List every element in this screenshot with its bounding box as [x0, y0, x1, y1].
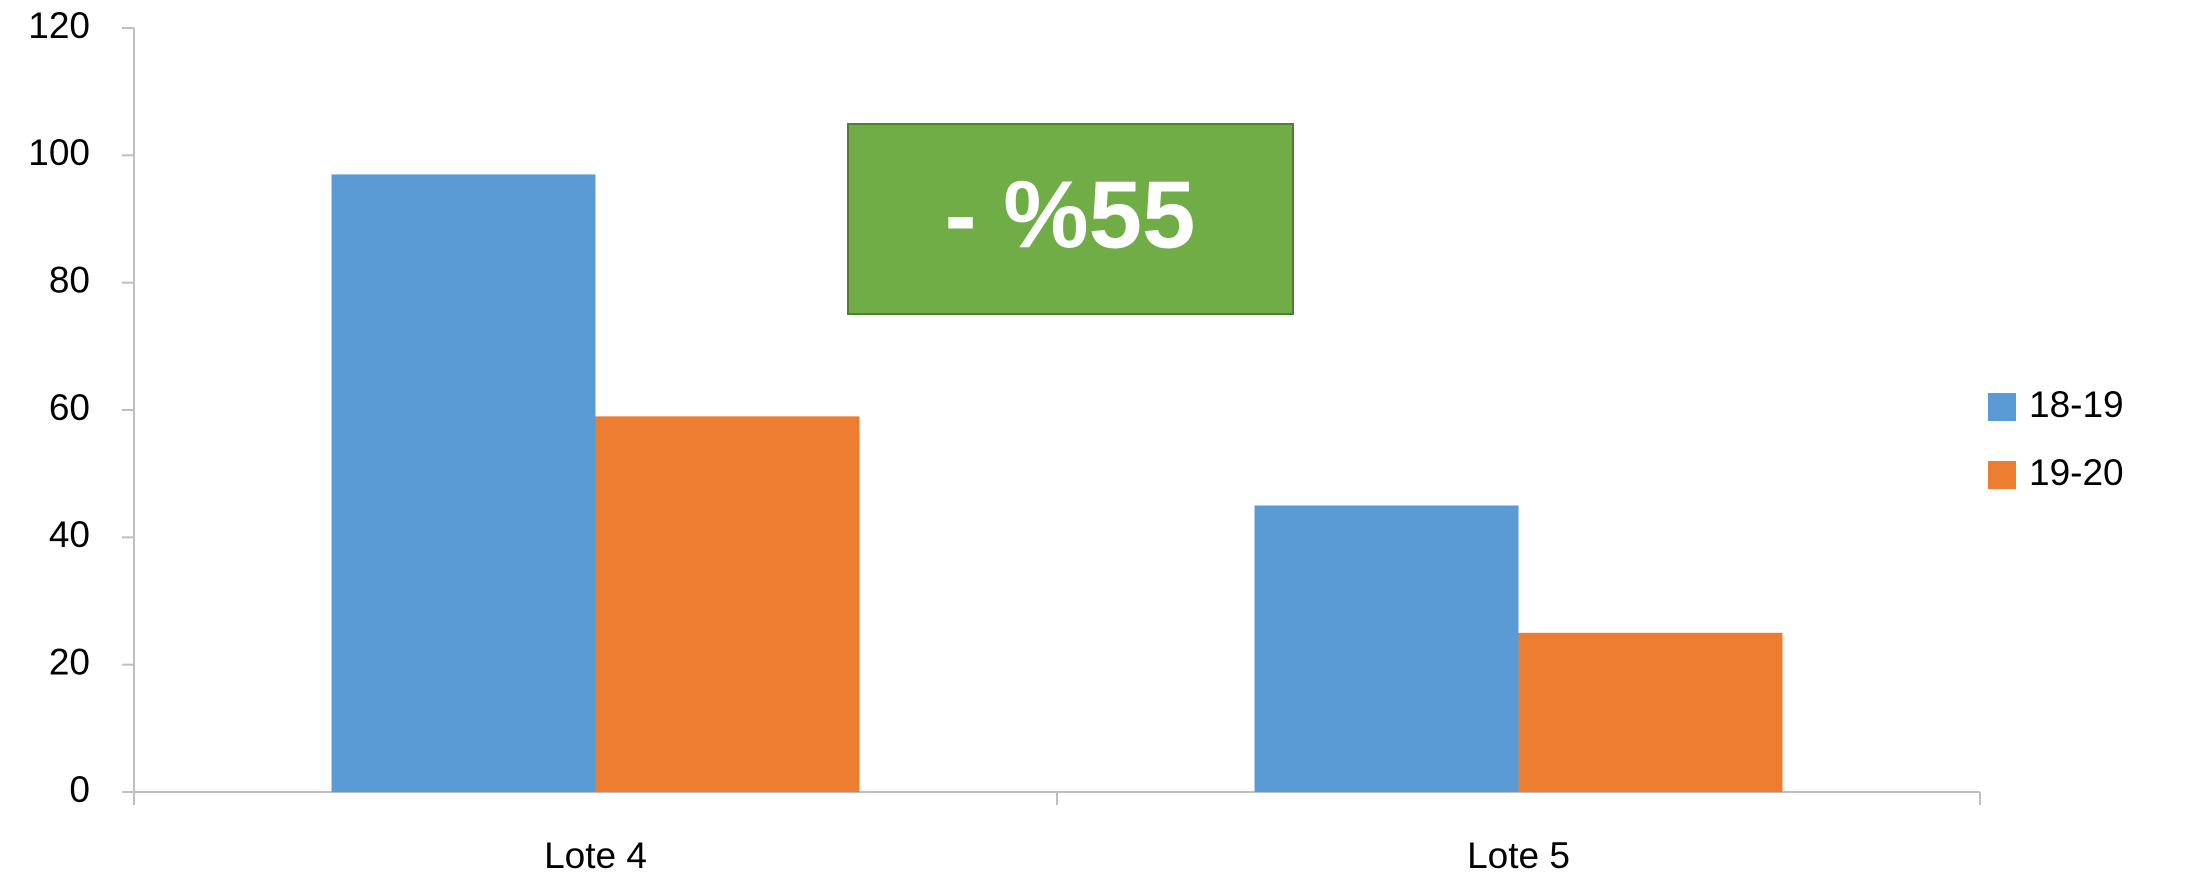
- bar: [1518, 632, 1783, 792]
- y-tick-label: 0: [69, 769, 90, 810]
- y-tick-label: 100: [28, 132, 90, 173]
- annotation: - %55: [945, 161, 1196, 268]
- legend-label: 19-20: [2029, 452, 2124, 493]
- bar: [595, 416, 860, 792]
- x-tick-label: Lote 4: [544, 835, 647, 875]
- y-tick-label: 80: [49, 259, 90, 300]
- y-tick-label: 120: [28, 5, 90, 46]
- legend-swatch: [1988, 393, 2016, 421]
- y-tick-label: 20: [49, 641, 90, 682]
- y-tick-label: 40: [49, 514, 90, 555]
- x-tick-label: Lote 5: [1467, 835, 1570, 875]
- bar: [1254, 505, 1519, 792]
- bar: [331, 174, 596, 792]
- legend-swatch: [1988, 461, 2016, 489]
- y-tick-label: 60: [49, 387, 90, 428]
- legend-label: 18-19: [2029, 384, 2124, 425]
- annotation-box: [847, 123, 1294, 315]
